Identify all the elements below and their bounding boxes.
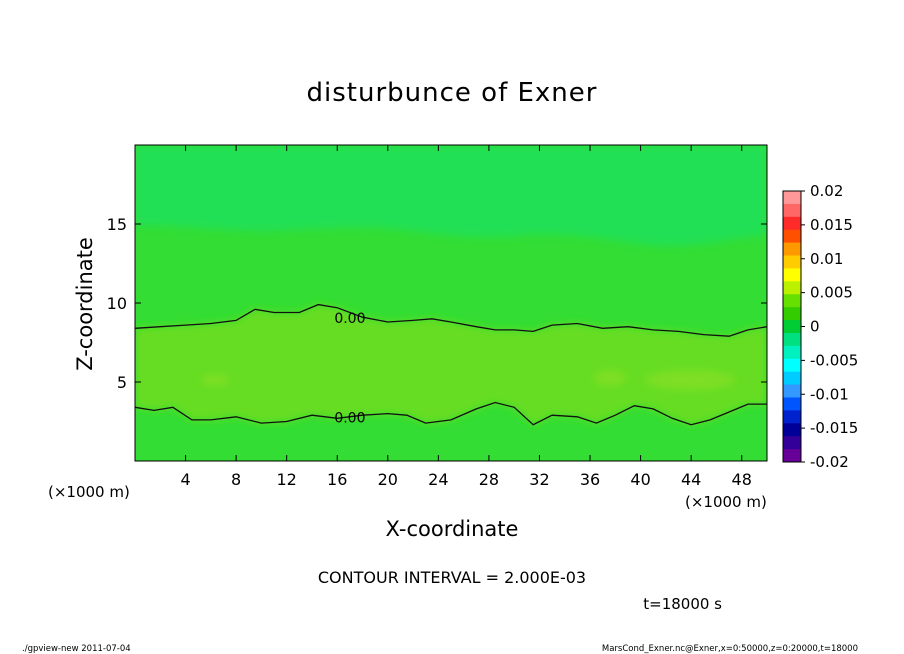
y-axis-unit: (×1000 m) bbox=[685, 493, 767, 511]
y-tick-label: 15 bbox=[107, 215, 127, 234]
colorbar-swatch bbox=[783, 320, 801, 334]
colorbar-swatch bbox=[783, 345, 801, 360]
x-tick-label: 20 bbox=[378, 470, 398, 489]
contour-interval: CONTOUR INTERVAL = 2.000E-03 bbox=[318, 568, 586, 587]
field-patch bbox=[594, 370, 626, 386]
colorbar-swatch bbox=[783, 229, 801, 244]
x-tick-label: 8 bbox=[231, 470, 241, 489]
x-tick-label: 24 bbox=[428, 470, 448, 489]
x-tick-label: 4 bbox=[180, 470, 190, 489]
x-axis: 4 8 12 16 20 24 28 32 36 40 44 48 bbox=[180, 145, 752, 489]
field-lower-band bbox=[135, 304, 767, 425]
y-axis-label: Z-coordinate bbox=[73, 237, 97, 371]
x-tick-label: 32 bbox=[529, 470, 549, 489]
time-label: t=18000 s bbox=[643, 595, 722, 613]
contour-label: 0.00 bbox=[334, 311, 365, 327]
contour-line bbox=[135, 401, 767, 426]
x-tick-label: 28 bbox=[479, 470, 499, 489]
contour-labels: 0.00 0.00 bbox=[334, 311, 365, 427]
colorbar-tick-label: 0.02 bbox=[810, 182, 843, 200]
colorbar-tick-label: 0.01 bbox=[810, 250, 843, 268]
x-tick-label: 16 bbox=[327, 470, 347, 489]
colorbar-swatch bbox=[783, 203, 801, 218]
x-tick-label: 48 bbox=[732, 470, 752, 489]
colorbar-swatch bbox=[783, 384, 801, 398]
colorbar-swatch bbox=[783, 216, 801, 231]
colorbar-tick-label: 0 bbox=[810, 318, 820, 336]
field-patch bbox=[645, 370, 735, 390]
x-tick-label: 12 bbox=[277, 470, 297, 489]
x-tick-label: 36 bbox=[580, 470, 600, 489]
x-tick-label: 40 bbox=[630, 470, 650, 489]
plot-area: 0.00 0.00 bbox=[135, 145, 767, 461]
colorbar-swatch bbox=[783, 294, 801, 308]
colorbar-tick-label: -0.005 bbox=[810, 351, 858, 369]
colorbar-tick-label: -0.01 bbox=[810, 385, 849, 403]
colorbar-swatch bbox=[783, 281, 801, 295]
colorbar-tick-label: 0.015 bbox=[810, 216, 853, 234]
field-patch bbox=[201, 374, 229, 386]
upper-patch bbox=[380, 173, 720, 230]
colorbar-tick-label: -0.015 bbox=[810, 419, 858, 437]
colorbar-swatch bbox=[783, 255, 801, 269]
colorbar-tick-label: 0.005 bbox=[810, 284, 853, 302]
colorbar-swatch bbox=[783, 371, 801, 385]
colorbar-swatch bbox=[783, 268, 801, 282]
contour-label: 0.00 bbox=[334, 410, 365, 426]
colorbar-tick-label: -0.02 bbox=[810, 453, 849, 471]
colorbar-swatch bbox=[783, 332, 801, 347]
footer-right: MarsCond_Exner.nc@Exner,x=0:50000,z=0:20… bbox=[602, 644, 858, 654]
colorbar-swatch bbox=[783, 242, 801, 256]
y-axis: 5 10 15 bbox=[107, 215, 767, 392]
y-tick-label: 5 bbox=[117, 373, 127, 392]
x-axis-label: X-coordinate bbox=[386, 517, 519, 541]
colorbar: 0.02 0.015 0.01 0.005 0 -0.005 -0.01 -0.015 -0.0… bbox=[782, 182, 858, 471]
colorbar-swatch bbox=[783, 307, 801, 321]
y-tick-label: 10 bbox=[107, 294, 127, 313]
colorbar-swatch bbox=[783, 410, 801, 424]
x-tick-label: 44 bbox=[681, 470, 701, 489]
colorbar-swatch bbox=[783, 423, 801, 437]
contour-lines bbox=[135, 303, 767, 426]
colorbar-swatch bbox=[783, 397, 801, 411]
field-upper-region bbox=[135, 145, 767, 246]
colorbar-swatch bbox=[783, 358, 801, 373]
colorbar-swatch bbox=[783, 191, 801, 205]
colorbar-swatch bbox=[783, 436, 801, 450]
colorbar-swatch bbox=[783, 449, 801, 463]
footer-left: ./gpview-new 2011-07-04 bbox=[22, 644, 131, 654]
x-axis-unit: (×1000 m) bbox=[48, 483, 130, 501]
chart-title: disturbunce of Exner bbox=[307, 78, 598, 108]
contour-line bbox=[135, 303, 767, 337]
